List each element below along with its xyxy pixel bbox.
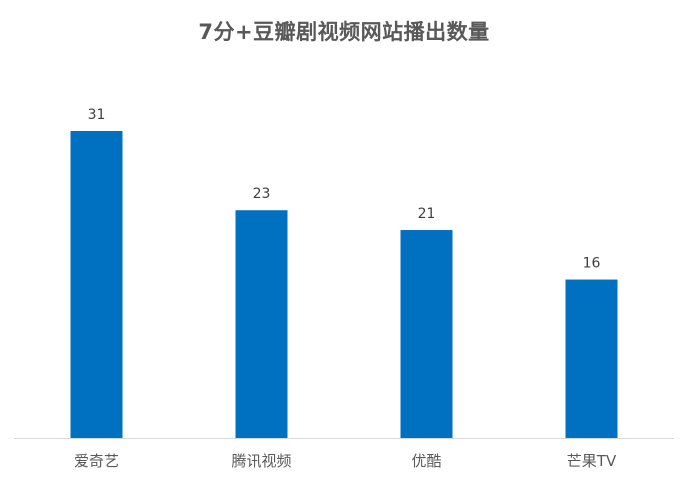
data-labels-layer: 31 23 21 16 bbox=[88, 107, 601, 272]
bar-0 bbox=[70, 131, 123, 438]
bar-1 bbox=[235, 210, 288, 438]
x-tick-label-3: 芒果TV bbox=[567, 452, 617, 470]
chart-title: 7分+豆瓣剧视频网站播出数量 bbox=[198, 20, 490, 44]
data-label-0: 31 bbox=[88, 107, 106, 123]
x-tick-labels-layer: 爱奇艺 腾讯视频 优酷 芒果TV bbox=[74, 452, 617, 470]
bar-2 bbox=[400, 230, 453, 438]
x-tick-label-1: 腾讯视频 bbox=[231, 452, 291, 470]
bars-layer bbox=[70, 131, 618, 438]
bar-3 bbox=[565, 279, 618, 438]
data-label-1: 23 bbox=[253, 186, 271, 202]
x-tick-label-2: 优酷 bbox=[411, 452, 441, 470]
x-tick-label-0: 爱奇艺 bbox=[74, 452, 119, 470]
data-label-2: 21 bbox=[418, 206, 436, 222]
data-label-3: 16 bbox=[583, 256, 601, 272]
